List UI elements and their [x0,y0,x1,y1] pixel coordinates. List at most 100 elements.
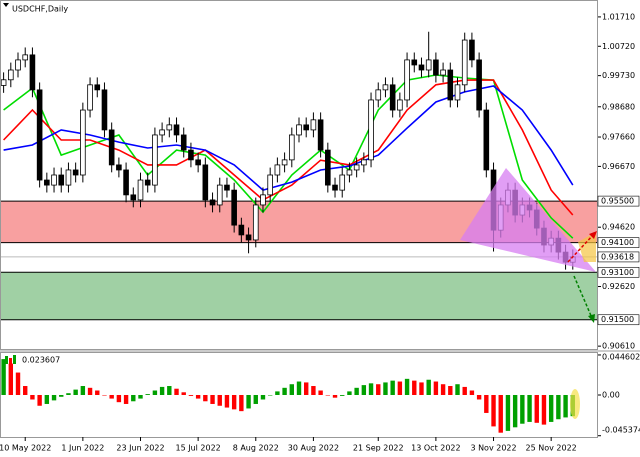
candle-body [116,164,122,171]
x-tick-label: 30 Aug 2022 [288,444,339,453]
histogram-bar [527,394,532,422]
x-tick-label: 21 Sep 2022 [353,444,404,453]
histogram-bar [80,386,86,395]
candle-body [382,84,389,91]
oscillator-frame [0,352,598,438]
candle-body [159,129,165,136]
y-tick-label: 0.00 [602,390,620,399]
candle-body [202,164,209,201]
candle-body [346,169,353,176]
price-box [597,314,640,326]
histogram-bar [404,378,410,395]
candle-body [51,174,57,186]
histogram-bar [44,394,50,404]
candle-body [173,124,180,136]
candle-body [454,84,461,101]
histogram-bar [30,394,35,400]
histogram-bar [181,392,186,395]
histogram-bar [419,382,424,395]
x-tick-label: 15 Jul 2022 [175,444,220,453]
histogram-bar [217,394,222,406]
histogram-bar [260,394,266,400]
histogram-bar [491,394,496,427]
y-tick-label: 1.00720 [602,42,635,51]
price-box [597,251,640,263]
candle-body [94,84,101,91]
candle-body [303,124,310,131]
histogram-bar [448,386,453,395]
zone [0,272,598,320]
candle-body [180,134,187,151]
x-tick-label: 13 Oct 2022 [411,444,460,453]
x-tick-label: 3 Nov 2022 [470,444,516,453]
y-tick-label: 0.97660 [602,133,635,142]
candle-body [339,174,346,191]
histogram-bar [239,394,244,412]
y-tick-label: 0.94620 [602,223,635,232]
histogram-bar [361,385,367,395]
histogram-bar [145,394,150,395]
histogram-bar [476,394,482,400]
x-tick-label: 8 Aug 2022 [233,444,279,453]
price-label: 0.93618 [601,252,634,261]
candle-body [317,119,324,151]
histogram-bar [462,386,467,395]
histogram-bar [383,382,388,395]
candle-body [461,39,468,86]
candle-body [144,179,151,186]
histogram-bar [188,394,194,396]
histogram-bar [167,386,172,395]
candle-body [469,39,475,61]
histogram-bar [275,391,280,395]
histogram-bar [224,394,230,408]
candle-body [411,59,418,66]
price-label: 0.94100 [601,238,634,247]
candle-body [238,224,245,236]
x-tick-label: 25 Nov 2022 [526,444,577,453]
histogram-bar [512,394,518,428]
histogram-bar [87,387,93,395]
oscillator-icon [13,355,16,364]
histogram-bar [73,389,78,395]
candle-body [231,189,237,226]
y-tick-label: 0.90610 [602,342,635,351]
histogram-bar [66,393,71,395]
histogram-bar [195,394,201,399]
candle-body [123,169,129,196]
candle-body [325,149,331,186]
candle-body [252,204,259,241]
oscillator-icon [9,358,12,364]
candle-body [440,69,446,76]
title-arrow [3,3,9,7]
histogram-bar [318,390,323,395]
histogram-bar [368,383,374,395]
candle-body [353,164,360,171]
candle-body [389,84,396,111]
histogram-bar [8,363,14,395]
histogram-bar [340,394,345,396]
annotations [460,168,597,323]
candle-body [0,79,7,86]
histogram-bar [1,359,6,395]
price-label: 0.93100 [601,268,634,277]
candle-body [397,99,403,111]
candle-body [433,59,439,76]
histogram-bar [484,394,489,413]
y-tick-label: 0.96670 [602,162,635,171]
histogram-bar [376,384,381,395]
candle-body [15,59,21,71]
histogram-bar [267,394,273,396]
candle-body [425,59,432,71]
candle-body [310,119,317,131]
candle-body [101,89,108,131]
histogram-bar [325,394,331,396]
histogram-bar [152,390,158,395]
plot-frame [0,0,598,350]
y-tick-label: 0.044602 [602,353,640,362]
candle-body [296,124,302,136]
histogram-bar [440,384,446,395]
histogram-bar [397,381,403,395]
histogram-bar [102,394,107,396]
chart-title: USDCHF,Daily [12,5,68,14]
